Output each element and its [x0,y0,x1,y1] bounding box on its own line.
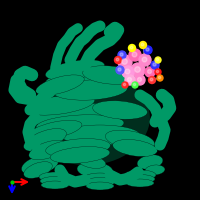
Ellipse shape [113,139,157,157]
Ellipse shape [126,179,154,187]
Circle shape [125,75,135,85]
Circle shape [114,56,122,64]
Circle shape [116,58,119,61]
Circle shape [129,49,141,61]
Circle shape [120,53,123,56]
Ellipse shape [24,129,66,151]
Circle shape [133,83,136,86]
Circle shape [139,54,151,66]
Circle shape [138,77,142,82]
Ellipse shape [125,174,155,184]
Circle shape [153,63,156,66]
Circle shape [125,69,130,74]
Circle shape [118,51,126,59]
Circle shape [148,76,156,84]
Circle shape [118,68,121,71]
Ellipse shape [36,115,124,135]
Ellipse shape [36,75,84,95]
Ellipse shape [50,147,110,163]
Circle shape [145,67,155,77]
Circle shape [118,55,132,69]
Ellipse shape [25,95,95,115]
Ellipse shape [60,125,140,145]
Circle shape [158,76,161,79]
Ellipse shape [84,173,116,183]
Circle shape [122,82,128,88]
Circle shape [132,82,138,88]
Ellipse shape [105,130,155,150]
Ellipse shape [85,178,115,186]
Ellipse shape [41,181,69,189]
Circle shape [142,57,147,62]
Circle shape [122,66,134,78]
Circle shape [146,48,149,51]
Circle shape [150,78,153,81]
Ellipse shape [29,140,67,160]
Circle shape [157,75,163,81]
Ellipse shape [137,155,163,169]
Ellipse shape [24,162,52,178]
Ellipse shape [124,170,156,180]
Circle shape [132,52,137,57]
Circle shape [155,69,161,75]
Circle shape [156,70,159,73]
Circle shape [144,46,152,54]
Circle shape [130,46,133,49]
Circle shape [131,63,145,77]
Ellipse shape [78,156,106,168]
Circle shape [135,75,145,85]
Circle shape [128,77,132,82]
Ellipse shape [86,182,114,190]
Circle shape [141,43,144,46]
Ellipse shape [22,155,58,175]
Ellipse shape [30,75,150,165]
Circle shape [122,59,127,64]
Ellipse shape [145,165,165,175]
Ellipse shape [46,139,110,157]
Circle shape [156,58,159,61]
Circle shape [123,83,126,86]
Ellipse shape [45,60,105,80]
Circle shape [148,70,152,73]
Ellipse shape [83,66,137,84]
Circle shape [151,61,159,69]
Ellipse shape [28,120,82,140]
Circle shape [155,57,161,63]
Circle shape [135,67,140,72]
Ellipse shape [40,176,70,186]
Circle shape [128,45,136,51]
Ellipse shape [77,162,113,178]
Ellipse shape [45,69,125,91]
Ellipse shape [93,101,147,119]
Circle shape [140,42,146,48]
Ellipse shape [53,80,127,100]
Ellipse shape [39,172,71,182]
Circle shape [116,66,124,74]
Ellipse shape [30,103,120,127]
